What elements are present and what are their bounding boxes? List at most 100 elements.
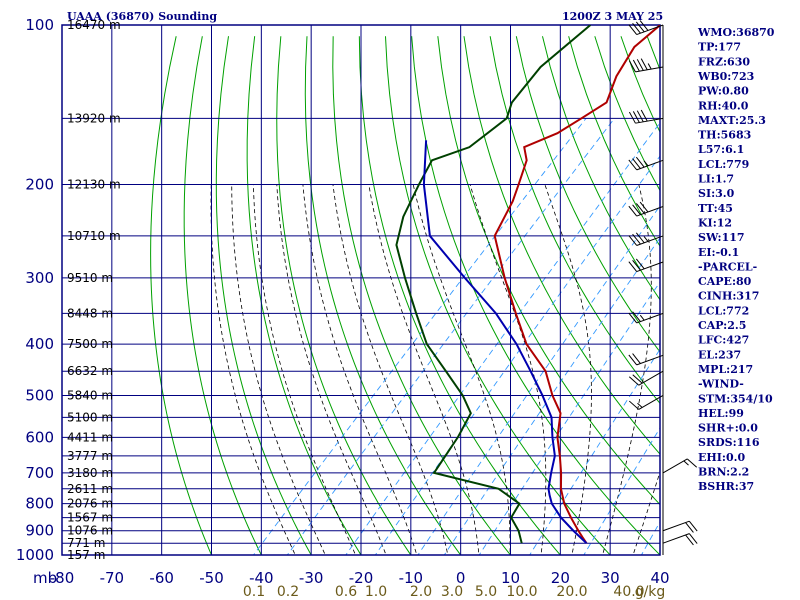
height-label: 9510 m	[67, 271, 113, 285]
pressure-tick-label: 700	[25, 464, 54, 482]
temperature-tick-label: -80	[50, 569, 75, 587]
height-label: 3777 m	[67, 449, 113, 463]
moist-adiabat-line	[276, 184, 387, 555]
wind-barb-staff	[638, 370, 664, 386]
wind-barb-half-flag	[643, 236, 649, 242]
wind-barb	[628, 232, 664, 246]
wind-barb	[628, 353, 664, 366]
wind-barb-flag	[640, 109, 648, 122]
temperature-tick-label: -40	[249, 569, 274, 587]
index-line: SHR+:0.0	[698, 422, 758, 435]
wind-barb-staff	[636, 312, 664, 324]
moist-adiabats	[210, 184, 660, 555]
height-label: 2611 m	[67, 482, 113, 496]
grid	[61, 24, 661, 556]
wind-barb-flag	[636, 110, 644, 123]
pressure-tick-label: 100	[25, 16, 54, 34]
wind-barb-flag	[632, 259, 641, 271]
mixing-ratio-label: g/kg	[635, 584, 666, 600]
wind-barb-flag	[635, 232, 645, 244]
height-label: 4411 m	[67, 430, 113, 444]
height-label: 10710 m	[67, 229, 121, 243]
wind-barb	[662, 520, 698, 533]
mixing-ratio-line	[417, 205, 660, 555]
moist-adiabat-line	[632, 470, 660, 555]
dry-adiabat-line	[541, 36, 660, 301]
index-line: TP:177	[698, 41, 741, 54]
wind-barb	[628, 370, 664, 386]
pressure-tick-label: 200	[25, 176, 54, 194]
pressure-unit-label: mb	[33, 569, 57, 587]
wind-barb-staff	[635, 66, 664, 73]
plot-frame	[61, 24, 661, 556]
temperature-tick-label: 40	[650, 569, 669, 587]
moist-adiabat-line	[544, 184, 592, 555]
wind-barb	[662, 458, 698, 474]
wind-barb	[628, 109, 664, 124]
wind-barb-flag	[628, 60, 636, 73]
wind-barb-flag	[628, 24, 638, 35]
wind-barb	[662, 533, 698, 546]
wind-barb-flag	[632, 374, 643, 384]
pressure-tick-label: 900	[25, 522, 54, 540]
temperature-tick-label: -20	[349, 569, 374, 587]
height-label: 1567 m	[67, 511, 113, 525]
wind-barb-flag	[688, 520, 698, 532]
index-line: EHI:0.0	[698, 451, 745, 464]
wind-barb-flag	[628, 261, 638, 272]
wind-barb-staff	[636, 354, 664, 366]
height-label: 16470 m	[67, 18, 121, 32]
temperature-tick-label: 10	[501, 569, 520, 587]
index-line: CINH:317	[698, 290, 759, 303]
dry-adiabat-line	[183, 36, 262, 555]
wind-barb	[628, 311, 664, 324]
wind-barb-flag	[628, 111, 636, 124]
mixing-ratio-label: 3.0	[441, 584, 463, 600]
dry-adiabat-line	[515, 36, 660, 353]
pressure-tick-label: 800	[25, 495, 54, 513]
wind-barb	[628, 258, 664, 273]
wind-barb-flag	[628, 205, 638, 217]
height-label: 7500 m	[67, 337, 113, 351]
wind-barb-flag	[628, 376, 640, 386]
height-label: 5100 m	[67, 410, 113, 424]
height-label: 12130 m	[67, 178, 121, 192]
height-label: 3180 m	[67, 466, 113, 480]
wind-barb-flag	[628, 312, 638, 324]
chart-title: UAAA (36870) Sounding	[67, 10, 217, 23]
parcel-line	[422, 140, 588, 544]
index-line: WB0:723	[697, 70, 754, 83]
wind-barb	[628, 201, 664, 217]
index-line: SW:117	[698, 231, 745, 244]
wind-barb-half-flag	[637, 402, 643, 408]
index-line: LCL:772	[698, 304, 749, 317]
moist-adiabat-line	[469, 184, 547, 555]
wind-barb-flag	[635, 156, 645, 168]
temperature-tick-label: -10	[399, 569, 424, 587]
index-line: CAPE:80	[698, 275, 752, 288]
height-label: 8448 m	[67, 306, 113, 320]
pressure-tick-label: 400	[25, 335, 54, 353]
wind-barb-flag	[632, 204, 641, 216]
dry-adiabat-line	[304, 36, 462, 555]
height-label: 2076 m	[67, 497, 113, 511]
moist-adiabat-line	[412, 184, 511, 555]
index-line: HEL:99	[698, 407, 744, 420]
mixing-ratio-line	[529, 348, 660, 555]
index-line: BRN:2.2	[698, 466, 749, 479]
temperature-tick-label: 0	[456, 569, 466, 587]
moist-adiabat-line	[332, 184, 449, 555]
wind-barb-flag	[640, 58, 648, 70]
wind-barb-flag	[685, 534, 694, 546]
index-line: -WIND-	[698, 378, 744, 391]
index-line: -PARCEL-	[698, 260, 757, 273]
moist-adiabat-line	[210, 184, 296, 555]
wind-barb-half-flag	[639, 314, 645, 321]
wind-barb-flag	[632, 233, 641, 245]
mixing-ratio-label: 20.0	[556, 584, 587, 600]
wind-barb-flag	[632, 22, 641, 34]
index-line: RH:40.0	[698, 99, 749, 112]
wind-barb-flag	[686, 458, 698, 468]
